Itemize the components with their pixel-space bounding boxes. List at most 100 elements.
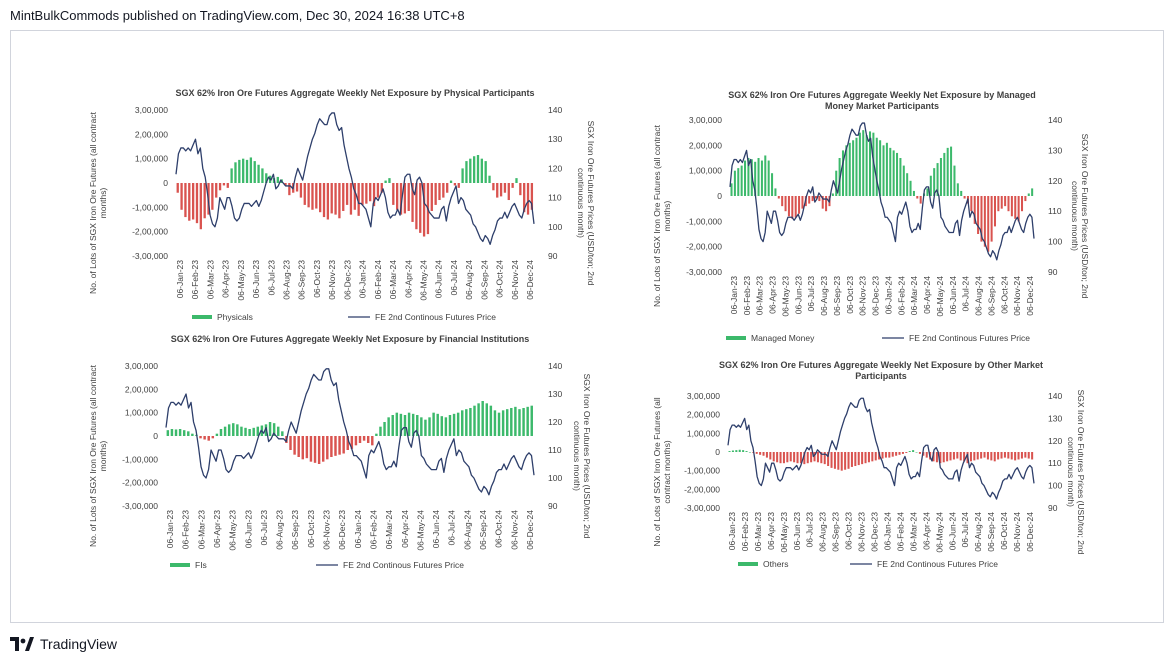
bar bbox=[909, 180, 912, 196]
bar bbox=[852, 140, 855, 196]
y2-axis-label: continuous month) bbox=[1066, 437, 1076, 507]
bar bbox=[728, 451, 731, 452]
bar bbox=[362, 436, 366, 441]
bar bbox=[407, 183, 410, 211]
bar bbox=[980, 196, 983, 242]
chart-title: SGX 62% Iron Ore Futures Aggregate Weekl… bbox=[175, 88, 534, 98]
bar bbox=[733, 170, 736, 196]
bar bbox=[184, 183, 187, 218]
bar bbox=[238, 159, 241, 183]
bar bbox=[874, 452, 877, 461]
bar bbox=[211, 183, 214, 210]
bar bbox=[452, 413, 456, 436]
bar bbox=[166, 430, 170, 436]
y2-tick-label: 110 bbox=[1048, 458, 1062, 468]
y-tick-label: 0 bbox=[717, 191, 722, 201]
tradingview-logo-icon[interactable] bbox=[10, 637, 34, 651]
legend-bar-swatch bbox=[726, 336, 746, 340]
y2-tick-label: 100 bbox=[1048, 237, 1062, 247]
bar bbox=[769, 452, 772, 460]
x-tick-label: 06-Feb-23 bbox=[742, 276, 752, 315]
bar bbox=[342, 183, 345, 211]
bar bbox=[915, 452, 918, 453]
bar bbox=[244, 427, 247, 436]
y-tick-label: -3,00,000 bbox=[122, 501, 158, 511]
bar bbox=[902, 165, 905, 196]
y-tick-label: -2,00,000 bbox=[132, 227, 168, 237]
bar bbox=[276, 176, 279, 183]
bar bbox=[960, 190, 963, 196]
legend-bar-label: Physicals bbox=[217, 312, 253, 322]
x-tick-label: 06-Nov-24 bbox=[510, 260, 520, 300]
bar bbox=[301, 436, 304, 460]
bar bbox=[765, 452, 768, 458]
y-tick-label: 1,00,000 bbox=[689, 166, 722, 176]
x-tick-label: 06-May-24 bbox=[935, 276, 945, 317]
bar bbox=[242, 158, 245, 183]
x-tick-label: 06-Jan-24 bbox=[353, 510, 363, 549]
bar bbox=[1000, 452, 1003, 459]
bar bbox=[299, 183, 303, 198]
x-tick-label: 06-Nov-23 bbox=[858, 276, 868, 316]
bar bbox=[230, 168, 233, 183]
bar bbox=[211, 436, 215, 439]
bar bbox=[357, 183, 360, 216]
bar bbox=[855, 137, 858, 196]
bar bbox=[757, 158, 760, 196]
bar bbox=[936, 163, 939, 196]
y2-axis-label: continuous month) bbox=[576, 168, 586, 238]
bar bbox=[465, 161, 468, 183]
x-tick-label: 06-Jul-24 bbox=[449, 260, 459, 296]
x-tick-label: 06-Dec-23 bbox=[871, 276, 881, 316]
bar bbox=[881, 452, 884, 459]
bar bbox=[372, 183, 376, 207]
bar bbox=[526, 183, 530, 215]
bar bbox=[476, 155, 480, 183]
bar bbox=[776, 452, 779, 463]
bar bbox=[277, 426, 280, 436]
bar bbox=[223, 426, 227, 436]
bar bbox=[182, 430, 186, 436]
bar bbox=[321, 436, 325, 462]
y2-axis-label: continuous month) bbox=[1070, 181, 1080, 251]
x-tick-label: 06-Sep-24 bbox=[986, 512, 996, 552]
bar bbox=[488, 175, 491, 183]
x-tick-label: 06-May-23 bbox=[779, 512, 789, 553]
bar bbox=[956, 452, 959, 459]
bar bbox=[215, 183, 218, 198]
bar bbox=[1007, 196, 1010, 212]
bar bbox=[1024, 196, 1027, 202]
bar bbox=[755, 452, 758, 454]
brand-name[interactable]: TradingView bbox=[40, 636, 118, 652]
x-tick-label: 06-May-23 bbox=[236, 260, 246, 301]
bar bbox=[281, 431, 284, 436]
bar bbox=[207, 436, 210, 441]
bar bbox=[472, 156, 476, 183]
y-tick-label: 3,00,000 bbox=[689, 115, 722, 125]
bar bbox=[844, 452, 847, 470]
bar bbox=[419, 183, 422, 233]
bar bbox=[1017, 452, 1020, 460]
y2-tick-label: 140 bbox=[548, 361, 562, 371]
bar bbox=[449, 180, 453, 183]
bar bbox=[747, 158, 750, 196]
x-tick-label: 06-Mar-23 bbox=[205, 260, 215, 299]
bar bbox=[376, 183, 380, 198]
x-tick-label: 06-Oct-24 bbox=[495, 260, 505, 298]
bar bbox=[305, 436, 309, 459]
bar bbox=[939, 452, 942, 464]
bar bbox=[882, 145, 885, 196]
bar bbox=[801, 196, 804, 209]
bar bbox=[249, 157, 253, 183]
x-tick-label: 06-Feb-23 bbox=[190, 260, 200, 299]
bar bbox=[771, 173, 774, 196]
bar bbox=[854, 452, 857, 466]
bar bbox=[959, 452, 962, 461]
x-tick-label: 06-Apr-23 bbox=[768, 276, 778, 314]
y-axis-label: contract months) bbox=[662, 440, 672, 503]
bar bbox=[879, 140, 882, 196]
bar bbox=[442, 183, 445, 198]
bar bbox=[916, 196, 919, 199]
bar bbox=[411, 413, 415, 436]
x-tick-label: 06-Jan-24 bbox=[358, 260, 368, 299]
